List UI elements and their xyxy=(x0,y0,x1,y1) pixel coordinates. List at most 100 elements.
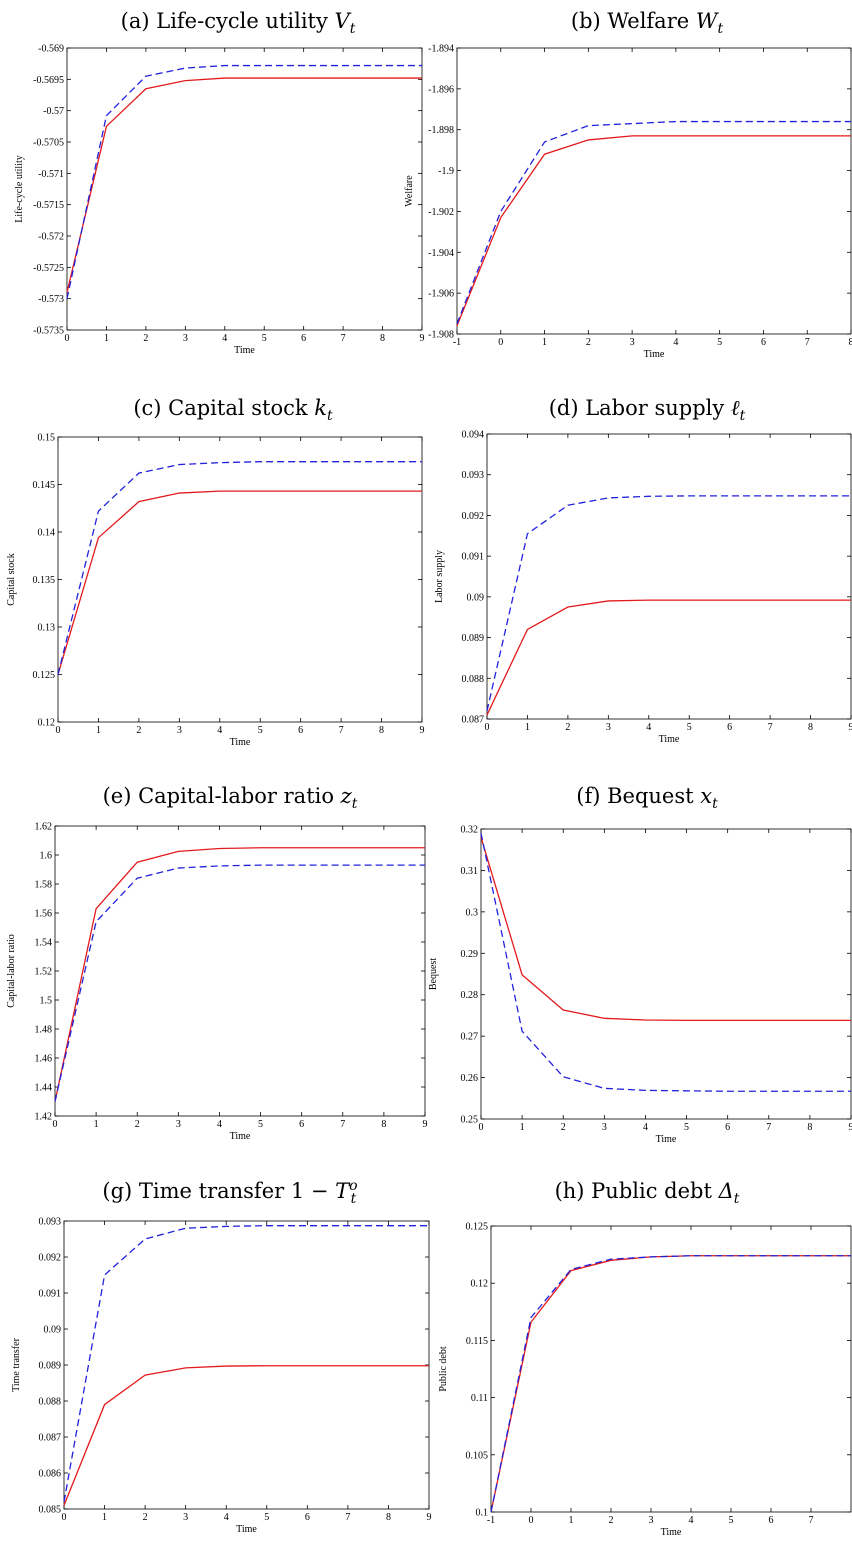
x-tick-label: 3 xyxy=(177,725,182,736)
x-tick-label: 3 xyxy=(602,1122,607,1133)
chart-title: (a) Life-cycle utility Vt xyxy=(121,9,356,37)
x-tick-label: 5 xyxy=(262,333,267,344)
y-tick-label: 0.089 xyxy=(462,633,485,644)
y-tick-label: 0.092 xyxy=(462,511,485,522)
series-line-dashed xyxy=(456,120,851,325)
x-tick-label: 2 xyxy=(136,725,141,736)
y-tick-label: 0.088 xyxy=(462,674,485,685)
x-tick-label: 3 xyxy=(649,1515,654,1526)
y-tick-label: 1.5 xyxy=(40,996,53,1007)
x-tick-label: 2 xyxy=(565,722,570,733)
y-tick-label: 0.26 xyxy=(461,1073,479,1084)
x-axis-label: Time xyxy=(230,737,251,748)
x-tick-label: 3 xyxy=(176,1119,181,1130)
y-tick-label: -0.5715 xyxy=(33,200,64,211)
x-tick-label: 4 xyxy=(222,333,227,344)
y-tick-label: 0.14 xyxy=(38,528,56,539)
x-tick-label: 0 xyxy=(62,1512,67,1523)
series-line-solid xyxy=(63,1365,429,1506)
x-tick-label: 5 xyxy=(729,1515,734,1526)
x-tick-label: 6 xyxy=(727,722,732,733)
y-tick-label: 0.32 xyxy=(461,825,479,836)
y-axis-label: Time transfer xyxy=(11,1337,22,1391)
y-tick-label: 0.093 xyxy=(39,1217,62,1228)
x-tick-label: 0 xyxy=(485,722,490,733)
x-tick-label: 0 xyxy=(498,337,503,348)
y-tick-label: 1.44 xyxy=(35,1083,53,1094)
chart-title: (g) Time transfer 1 − To t xyxy=(102,1178,357,1207)
series-line-solid xyxy=(480,837,851,1022)
y-tick-label: 0.125 xyxy=(33,670,56,681)
y-tick-label: 1.6 xyxy=(40,851,53,862)
x-tick-label: 1 xyxy=(96,725,101,736)
chart-title: (d) Labor supply ℓt xyxy=(549,396,746,424)
x-tick-label: 1 xyxy=(525,722,530,733)
y-tick-label: -1.908 xyxy=(428,330,454,341)
chart-title: (f) Bequest xt xyxy=(576,784,718,812)
series-line-solid xyxy=(486,599,851,716)
y-tick-label: -0.5705 xyxy=(33,138,64,149)
x-tick-label: 1 xyxy=(542,337,547,348)
chart-title: (h) Public debt Δt xyxy=(555,1179,740,1207)
series-line-solid xyxy=(490,1255,851,1513)
series-line-dashed xyxy=(486,495,851,712)
y-tick-label: 1.58 xyxy=(35,880,53,891)
x-tick-label: 8 xyxy=(849,337,852,348)
x-tick-label: 8 xyxy=(808,722,813,733)
plot-frame xyxy=(486,433,852,720)
x-tick-label: 9 xyxy=(849,722,852,733)
x-tick-label: 2 xyxy=(135,1119,140,1130)
plot-frame xyxy=(54,825,426,1117)
x-tick-label: 8 xyxy=(380,333,385,344)
x-tick-label: 3 xyxy=(183,1512,188,1523)
x-axis-label: Time xyxy=(656,1134,677,1145)
x-tick-label: 6 xyxy=(761,337,766,348)
x-tick-label: 9 xyxy=(423,1119,428,1130)
series-line-solid xyxy=(54,847,425,1102)
x-tick-label: 6 xyxy=(769,1515,774,1526)
y-tick-label: 0.087 xyxy=(462,715,485,726)
series-line-dashed xyxy=(63,1225,429,1502)
series-line-solid xyxy=(456,135,851,327)
y-axis-label: Life-cycle utility xyxy=(14,155,25,222)
x-tick-label: 5 xyxy=(684,1122,689,1133)
plot-frame xyxy=(66,47,423,331)
x-tick-label: 6 xyxy=(299,1119,304,1130)
chart-e: (e) Capital-labor ratio zt 0 1 2 3 4 5 6 7 8 9 1.42… xyxy=(6,784,428,1142)
x-tick-label: 3 xyxy=(630,337,635,348)
y-axis-label: Labor supply xyxy=(434,550,445,603)
chart-f: (f) Bequest xt 0 1 2 3 4 5 6 7 8 9 0.25 0.26 0.27 0.28… xyxy=(428,784,852,1145)
x-tick-label: 8 xyxy=(386,1512,391,1523)
y-tick-label: 0.093 xyxy=(462,470,485,481)
x-tick-label: 7 xyxy=(768,722,773,733)
y-tick-label: 1.62 xyxy=(35,822,53,833)
y-tick-label: 0.092 xyxy=(39,1253,62,1264)
chart-d: (d) Labor supply ℓt 0 1 2 3 4 5 6 7 8 9 0.087 0.088 0… xyxy=(434,396,852,745)
x-tick-label: 6 xyxy=(301,333,306,344)
y-tick-label: 0.31 xyxy=(461,866,479,877)
y-tick-label: 0.145 xyxy=(33,480,56,491)
x-tick-label: 3 xyxy=(606,722,611,733)
chart-title: (c) Capital stock kt xyxy=(133,396,333,424)
chart-c: (c) Capital stock kt 0 1 2 3 4 5 6 7 8 9 0.12 0.125 0… xyxy=(6,396,425,748)
x-tick-label: 4 xyxy=(689,1515,694,1526)
y-tick-label: 0.089 xyxy=(39,1361,62,1372)
y-tick-label: 0.125 xyxy=(466,1222,489,1233)
y-tick-label: 0.13 xyxy=(38,623,56,634)
chart-title: (b) Welfare Wt xyxy=(571,9,724,37)
x-tick-label: 4 xyxy=(646,722,651,733)
x-tick-label: 7 xyxy=(341,333,346,344)
x-tick-label: 0 xyxy=(479,1122,484,1133)
y-tick-label: 0.09 xyxy=(467,592,485,603)
x-tick-label: 5 xyxy=(264,1512,269,1523)
plot-frame xyxy=(63,1220,430,1510)
y-tick-label: 0.135 xyxy=(33,575,56,586)
x-axis-label: Time xyxy=(234,345,255,356)
x-tick-label: 5 xyxy=(258,1119,263,1130)
series-line-dashed xyxy=(490,1255,851,1513)
x-tick-label: 1 xyxy=(94,1119,99,1130)
y-tick-label: 0.25 xyxy=(461,1115,479,1126)
x-tick-label: 2 xyxy=(143,333,148,344)
y-tick-label: -0.572 xyxy=(38,232,64,243)
y-tick-label: 1.46 xyxy=(35,1054,53,1065)
